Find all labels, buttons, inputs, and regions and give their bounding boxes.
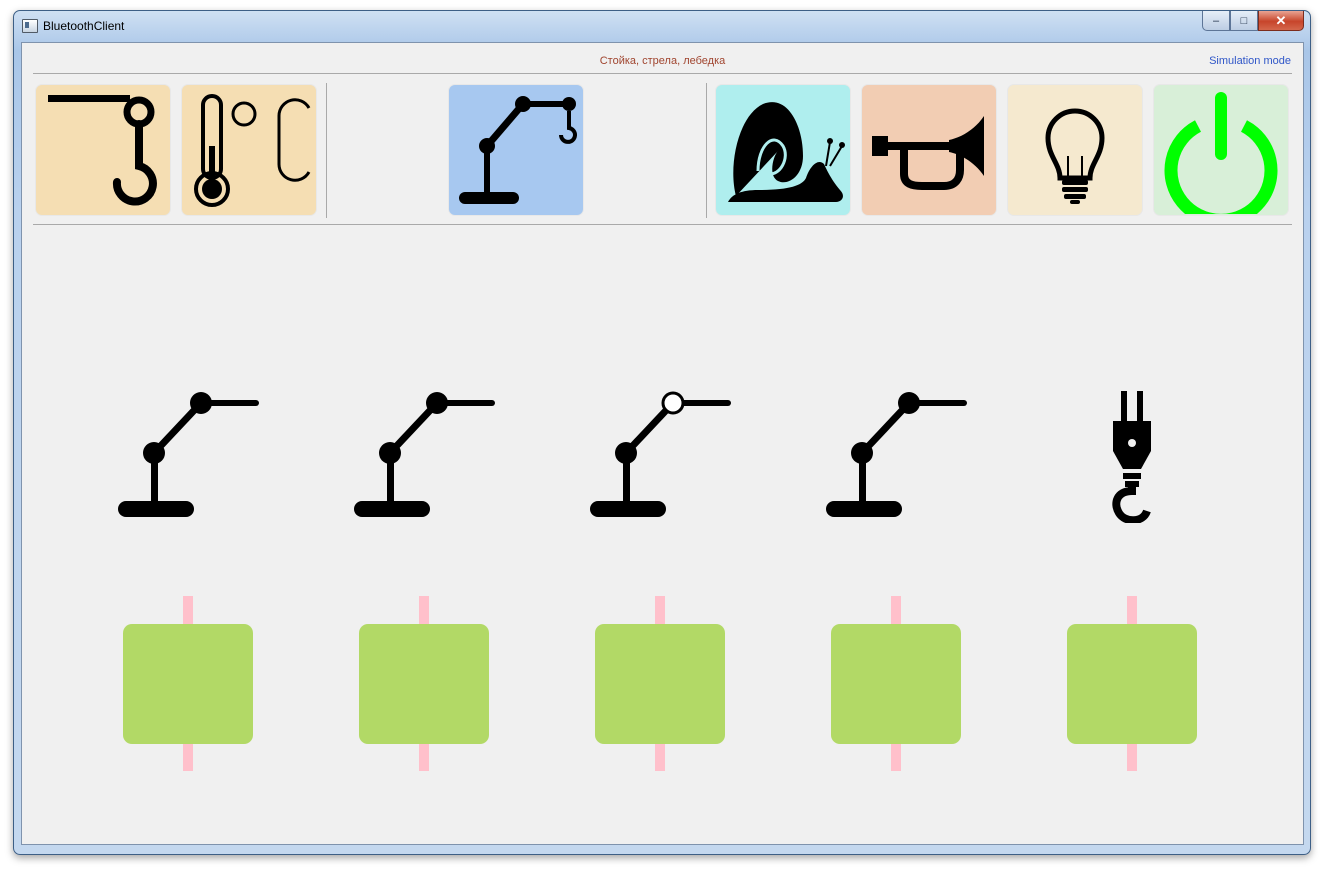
app-window: BluetoothClient – □ ✕ Стойка, стрела, ле…: [13, 10, 1311, 855]
app-icon: [22, 19, 38, 33]
simulation-mode-link[interactable]: Simulation mode: [1209, 55, 1291, 67]
crane-hook-tile[interactable]: [35, 84, 171, 216]
restore-icon: □: [1240, 14, 1248, 27]
joint-elbow-icon-wrapper[interactable]: [349, 373, 499, 523]
joint-rotation-icon-wrapper[interactable]: [821, 373, 971, 523]
light-tile[interactable]: [1007, 84, 1143, 216]
crane-arm-hook-icon: [459, 96, 577, 204]
close-icon: ✕: [1275, 12, 1287, 28]
crane-hook-icon: [48, 95, 157, 206]
crane-arm-tile[interactable]: [448, 84, 584, 216]
joint-base-icon-wrapper[interactable]: [113, 373, 263, 523]
slider-1[interactable]: [123, 596, 253, 771]
slider-3[interactable]: [595, 596, 725, 771]
toolbar-separator-left: [326, 83, 327, 218]
winch-hook-icon-wrapper[interactable]: [1057, 373, 1207, 525]
slider-handle[interactable]: [1067, 624, 1197, 744]
crane-arm-icon: [826, 392, 967, 517]
client-area: Стойка, стрела, лебедка Simulation mode: [21, 42, 1304, 845]
winch-hook-icon: [1112, 391, 1151, 525]
horn-tile[interactable]: [861, 84, 997, 216]
mode-label: Стойка, стрела, лебедка: [599, 55, 726, 67]
crane-arm-icon: [354, 392, 495, 517]
toolbar-separator-right: [706, 83, 707, 218]
slider-handle[interactable]: [595, 624, 725, 744]
slider-handle[interactable]: [831, 624, 961, 744]
slider-handle[interactable]: [359, 624, 489, 744]
lightbulb-icon: [1045, 108, 1105, 204]
snail-icon: [728, 102, 845, 202]
window-title: BluetoothClient: [43, 19, 125, 33]
power-icon: [1164, 92, 1278, 214]
slow-mode-tile[interactable]: [715, 84, 851, 216]
window-controls: – □ ✕: [1202, 11, 1304, 31]
temperature-tile[interactable]: [181, 84, 317, 216]
title-bar[interactable]: BluetoothClient – □ ✕: [14, 11, 1310, 41]
crane-arm-icon: [590, 391, 731, 517]
header-divider: [33, 73, 1292, 74]
power-tile[interactable]: [1153, 84, 1289, 216]
minimize-icon: –: [1212, 14, 1220, 27]
toolbar-divider: [33, 224, 1292, 225]
joint-top-icon-wrapper[interactable]: [585, 373, 735, 523]
slider-4[interactable]: [831, 596, 961, 771]
slider-handle[interactable]: [123, 624, 253, 744]
slider-5[interactable]: [1067, 596, 1197, 771]
maximize-button[interactable]: □: [1230, 11, 1258, 31]
close-button[interactable]: ✕: [1258, 11, 1304, 31]
slider-2[interactable]: [359, 596, 489, 771]
thermometer-celsius-icon: [194, 94, 311, 207]
horn-icon: [872, 116, 984, 190]
crane-arm-icon: [118, 392, 259, 517]
minimize-button[interactable]: –: [1202, 11, 1230, 31]
